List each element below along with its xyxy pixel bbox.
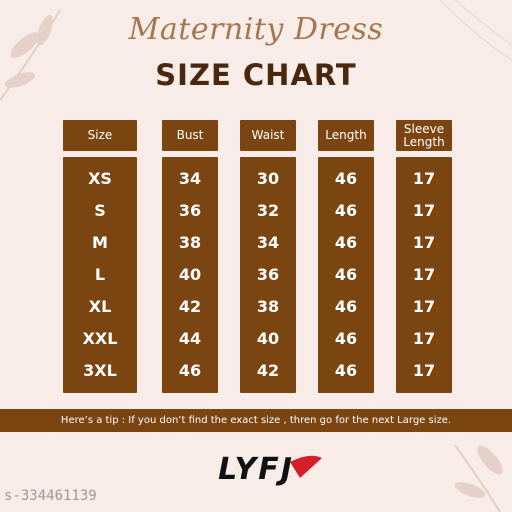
cell: XS xyxy=(88,168,112,188)
cell: 17 xyxy=(412,168,436,188)
cell: 30 xyxy=(256,168,280,188)
cell: 3XL xyxy=(83,360,117,380)
column-header: Length xyxy=(318,120,374,151)
cell: 36 xyxy=(256,264,280,284)
script-title: Maternity Dress xyxy=(128,12,384,47)
column-header: Waist xyxy=(240,120,296,151)
column-body: 30 32 34 36 38 40 42 xyxy=(240,157,296,393)
cell: 40 xyxy=(256,328,280,348)
cell: 17 xyxy=(412,200,436,220)
cell: 17 xyxy=(412,232,436,252)
cell: 17 xyxy=(412,360,436,380)
tip: Here’s a tip : If you don’t find the exa… xyxy=(0,409,512,432)
cell: S xyxy=(94,200,106,220)
cell: 46 xyxy=(334,200,358,220)
cell: 44 xyxy=(178,328,202,348)
cell: 38 xyxy=(256,296,280,316)
cell: 32 xyxy=(256,200,280,220)
column-body: XS S M L XL XXL 3XL xyxy=(63,157,137,393)
cell: L xyxy=(94,264,106,284)
cell: 40 xyxy=(178,264,202,284)
cell: 46 xyxy=(334,296,358,316)
column-body: 46 46 46 46 46 46 46 xyxy=(318,157,374,393)
cell: 42 xyxy=(178,296,202,316)
cell: 17 xyxy=(412,264,436,284)
cell: 17 xyxy=(412,328,436,348)
cell: XXL xyxy=(82,328,118,348)
cell: M xyxy=(92,232,108,252)
cell: XL xyxy=(88,296,112,316)
cell: 38 xyxy=(178,232,202,252)
cell: 46 xyxy=(178,360,202,380)
logo: LYFJ xyxy=(218,452,294,487)
cell: 46 xyxy=(334,328,358,348)
cell: 46 xyxy=(334,360,358,380)
column-body: 34 36 38 40 42 44 46 xyxy=(162,157,218,393)
cell: 34 xyxy=(178,168,202,188)
cell: 17 xyxy=(412,296,436,316)
watermark: s-334461139 xyxy=(4,488,97,504)
cell: 36 xyxy=(178,200,202,220)
column-header: Sleeve Length xyxy=(396,120,452,151)
column-header: Size xyxy=(63,120,137,151)
cell: 46 xyxy=(334,264,358,284)
cell: 42 xyxy=(256,360,280,380)
cell: 34 xyxy=(256,232,280,252)
title: SIZE CHART xyxy=(155,58,357,92)
cell: 46 xyxy=(334,168,358,188)
cell: 46 xyxy=(334,232,358,252)
column-header: Bust xyxy=(162,120,218,151)
column-body: 17 17 17 17 17 17 17 xyxy=(396,157,452,393)
